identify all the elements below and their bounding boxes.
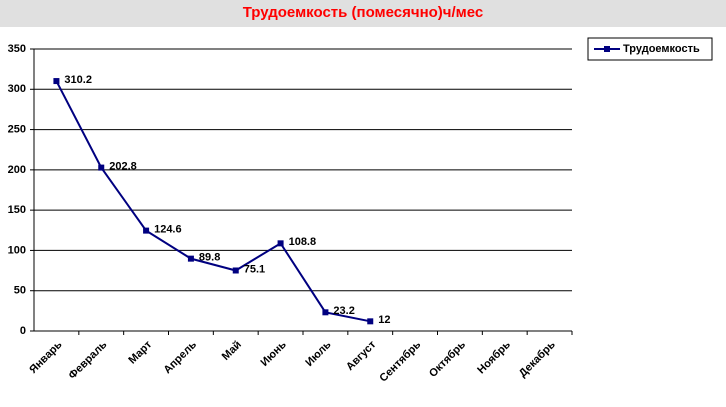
y-tick-label: 350	[8, 43, 26, 55]
x-tick-label: Декабрь	[517, 339, 558, 380]
point-marker	[277, 240, 284, 247]
data-label: 23.2	[333, 305, 354, 317]
legend-box	[587, 37, 713, 61]
legend-label: Трудоемкость	[623, 43, 700, 55]
series-line	[55, 80, 371, 323]
data-label: 202.8	[109, 161, 137, 173]
y-tick-label: 300	[8, 83, 26, 95]
y-tick-label: 50	[14, 285, 26, 297]
x-tick-label: Ноябрь	[475, 339, 513, 377]
data-label: 310.2	[64, 74, 92, 86]
legend-marker	[604, 46, 610, 52]
title-bar	[0, 0, 726, 27]
x-tick-label: Февраль	[66, 339, 109, 382]
x-tick-label: Январь	[27, 339, 64, 376]
y-tick-label: 250	[8, 123, 26, 135]
point-marker	[322, 309, 329, 316]
y-tick-label: 100	[8, 244, 26, 256]
data-label: 75.1	[244, 263, 265, 275]
data-label: 124.6	[154, 224, 182, 236]
point-marker	[143, 227, 150, 234]
x-tick-label: Апрель	[161, 339, 199, 377]
x-tick-label: Июнь	[259, 339, 289, 369]
x-tick-label: Март	[126, 338, 154, 366]
y-tick-label: 150	[8, 204, 26, 216]
x-tick-label: Май	[220, 339, 244, 363]
y-tick-label: 200	[8, 164, 26, 176]
x-tick-label: Сентябрь	[377, 339, 423, 385]
x-tick-label: Август	[344, 338, 379, 373]
x-tick-label: Октябрь	[427, 339, 468, 380]
chart-title: Трудоемкость (помесячно)ч/мес	[243, 4, 484, 21]
y-tick-label: 0	[20, 325, 26, 337]
point-marker	[232, 267, 239, 274]
point-marker	[187, 255, 194, 262]
data-label: 108.8	[289, 236, 317, 248]
point-marker	[98, 164, 105, 171]
point-marker	[53, 78, 60, 85]
x-tick-label: Июль	[303, 339, 333, 369]
data-label: 12	[378, 314, 390, 326]
data-label: 89.8	[199, 252, 220, 264]
point-marker	[367, 318, 374, 325]
